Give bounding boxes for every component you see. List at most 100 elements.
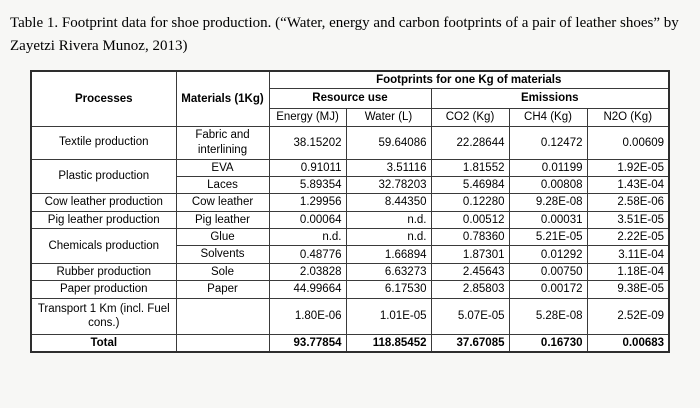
col-header-processes: Processes	[30, 70, 177, 127]
water-cell: 8.44350	[345, 193, 432, 212]
ch4-cell: 5.28E-08	[508, 297, 588, 335]
ch4-cell: 0.00172	[508, 280, 588, 299]
energy-cell: 44.99664	[268, 280, 347, 299]
table-row: Chemicals production Glue n.d. n.d. 0.78…	[30, 227, 670, 264]
co2-cell: 5.07E-05	[430, 297, 510, 335]
ch4-cell: 0.00750	[508, 262, 588, 282]
n2o-cell: 1.18E-04	[586, 262, 670, 282]
table-row: Paper production Paper 44.99664 6.17530 …	[30, 280, 670, 299]
col-header-co2: CO2 (Kg)	[430, 107, 510, 127]
table-caption: Table 1. Footprint data for shoe product…	[10, 15, 679, 54]
material-cell: Paper	[175, 280, 270, 299]
n2o-cell: 2.58E-06	[586, 193, 670, 212]
co2-cell: 0.78360	[430, 227, 510, 247]
energy-cell: 0.91011	[268, 158, 347, 177]
table-row: Textile production Fabric and interlinin…	[30, 125, 670, 160]
header-row-units: Energy (MJ) Water (L) CO2 (Kg) CH4 (Kg) …	[31, 107, 670, 127]
table-row: Plastic production EVA 0.91011 3.51116 1…	[30, 158, 670, 195]
ch4-cell: 0.00808	[508, 175, 588, 195]
water-cell: 6.17530	[345, 280, 432, 299]
material-cell	[175, 297, 270, 335]
total-label-cell: Total	[30, 333, 177, 353]
n2o-cell: 2.22E-05	[586, 227, 670, 247]
document-page: Table 1. Footprint data for shoe product…	[10, 15, 700, 353]
col-header-energy: Energy (MJ)	[268, 107, 347, 127]
material-cell: Solvents	[175, 245, 270, 264]
col-header-footprints: Footprints for one Kg of materials	[268, 70, 670, 89]
co2-cell: 2.85803	[430, 280, 510, 299]
process-cell: Paper production	[30, 280, 177, 299]
n2o-cell: 9.38E-05	[586, 280, 670, 299]
table-row: Cow leather production Cow leather 1.299…	[30, 193, 670, 212]
table-row: Pig leather production Pig leather 0.000…	[30, 210, 670, 230]
col-header-emissions: Emissions	[430, 87, 670, 109]
ch4-cell: 0.01292	[508, 245, 588, 264]
table-container: Processes Materials (1Kg) Footprints for…	[30, 70, 700, 353]
col-header-ch4: CH4 (Kg)	[508, 107, 588, 127]
water-cell: 3.51116	[345, 158, 432, 177]
material-cell: Fabric and interlining	[175, 125, 270, 160]
process-cell: Plastic production	[30, 158, 177, 195]
material-cell: Sole	[175, 262, 270, 282]
energy-cell: 38.15202	[268, 125, 347, 160]
co2-cell: 1.87301	[430, 245, 510, 264]
table-row: Rubber production Sole 2.03828 6.63273 2…	[30, 262, 670, 282]
process-cell: Chemicals production	[30, 228, 177, 264]
co2-cell: 0.00512	[430, 210, 510, 230]
energy-cell: 1.80E-06	[268, 297, 347, 335]
footprint-table: Processes Materials (1Kg) Footprints for…	[30, 70, 671, 353]
n2o-cell: 1.43E-04	[586, 175, 670, 195]
process-cell: Rubber production	[30, 262, 177, 282]
energy-total-cell: 93.77854	[268, 333, 347, 353]
material-cell	[175, 333, 270, 353]
col-header-materials: Materials (1Kg)	[175, 70, 270, 127]
energy-cell: n.d.	[268, 227, 347, 247]
ch4-cell: 5.21E-05	[508, 227, 588, 247]
ch4-cell: 0.12472	[508, 125, 588, 160]
water-cell: n.d.	[345, 227, 432, 247]
material-cell: EVA	[175, 158, 270, 177]
ch4-cell: 0.01199	[508, 158, 588, 177]
header-row-subgroups: Resource use Emissions	[31, 87, 670, 109]
n2o-cell: 3.11E-04	[586, 245, 670, 264]
ch4-cell: 9.28E-08	[508, 193, 588, 212]
total-row: Total 93.77854 118.85452 37.67085 0.1673…	[30, 333, 670, 353]
process-cell: Cow leather production	[30, 193, 177, 212]
energy-cell: 0.48776	[268, 245, 347, 264]
ch4-total-cell: 0.16730	[508, 333, 588, 353]
process-cell: Pig leather production	[30, 210, 177, 230]
table-row: Solvents 0.48776 1.66894 1.87301 0.01292…	[31, 245, 670, 264]
n2o-cell: 0.00609	[586, 125, 670, 160]
energy-cell: 5.89354	[268, 175, 347, 195]
water-cell: 1.01E-05	[345, 297, 432, 335]
energy-cell: 2.03828	[268, 262, 347, 282]
co2-cell: 5.46984	[430, 175, 510, 195]
n2o-cell: 3.51E-05	[586, 210, 670, 230]
col-header-resource-use: Resource use	[268, 87, 432, 109]
table-row: Transport 1 Km (incl. Fuel cons.) 1.80E-…	[30, 297, 670, 335]
co2-cell: 22.28644	[430, 125, 510, 160]
table-body: Textile production Fabric and interlinin…	[30, 125, 670, 353]
water-cell: 6.63273	[345, 262, 432, 282]
table-header: Processes Materials (1Kg) Footprints for…	[30, 70, 670, 127]
co2-cell: 2.45643	[430, 262, 510, 282]
process-cell: Textile production	[30, 125, 177, 160]
col-header-n2o: N2O (Kg)	[586, 107, 670, 127]
process-cell: Transport 1 Km (incl. Fuel cons.)	[30, 297, 177, 335]
water-total-cell: 118.85452	[345, 333, 432, 353]
co2-cell: 1.81552	[430, 158, 510, 177]
material-cell: Laces	[175, 175, 270, 195]
ch4-cell: 0.00031	[508, 210, 588, 230]
water-cell: 59.64086	[345, 125, 432, 160]
material-cell: Glue	[175, 227, 270, 247]
water-cell: 32.78203	[345, 175, 432, 195]
co2-total-cell: 37.67085	[430, 333, 510, 353]
co2-cell: 0.12280	[430, 193, 510, 212]
n2o-cell: 1.92E-05	[586, 158, 670, 177]
energy-cell: 1.29956	[268, 193, 347, 212]
col-header-water: Water (L)	[345, 107, 432, 127]
n2o-cell: 2.52E-09	[586, 297, 670, 335]
water-cell: 1.66894	[345, 245, 432, 264]
water-cell: n.d.	[345, 210, 432, 230]
n2o-total-cell: 0.00683	[586, 333, 670, 353]
